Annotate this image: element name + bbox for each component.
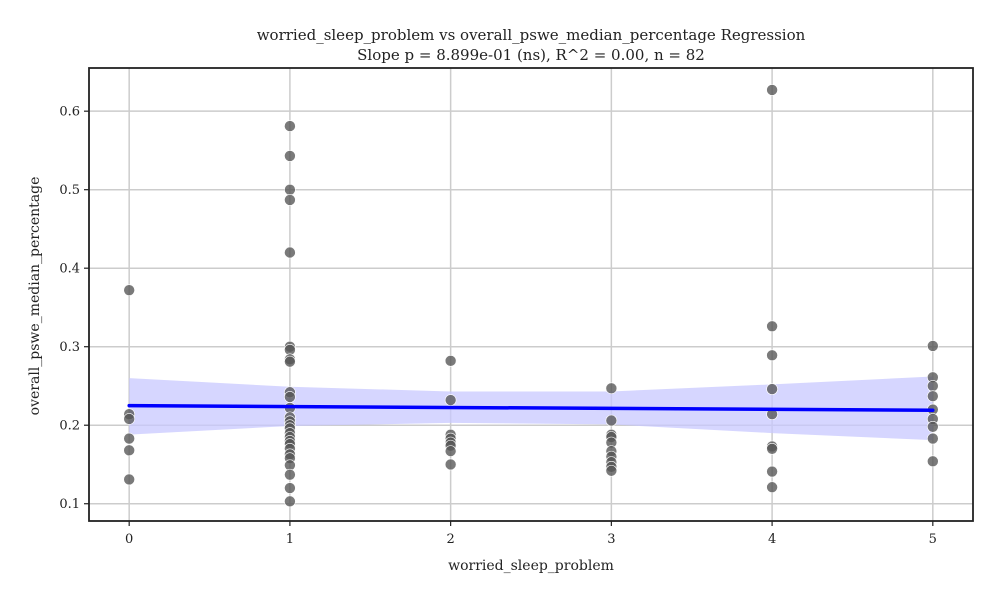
scatter-point bbox=[927, 380, 939, 392]
scatter-point bbox=[284, 391, 296, 403]
scatter-point bbox=[927, 390, 939, 402]
x-axis-label: worried_sleep_problem bbox=[448, 558, 614, 574]
scatter-point bbox=[284, 482, 296, 494]
x-tick-label: 5 bbox=[929, 532, 937, 547]
y-axis-ticks: 0.1 0.2 0.3 0.4 0.5 0.6 bbox=[59, 105, 89, 512]
scatter-point bbox=[927, 432, 939, 445]
x-tick-label: 4 bbox=[768, 532, 776, 547]
scatter-point bbox=[123, 432, 135, 445]
y-tick-label: 0.4 bbox=[59, 262, 80, 277]
scatter-point bbox=[444, 394, 457, 406]
chart-title: worried_sleep_problem vs overall_pswe_me… bbox=[257, 26, 806, 44]
scatter-point bbox=[605, 382, 618, 395]
scatter-point bbox=[284, 246, 296, 259]
scatter-point bbox=[766, 481, 778, 494]
scatter-point bbox=[284, 355, 296, 368]
scatter-point bbox=[605, 464, 618, 477]
scatter-point bbox=[766, 320, 778, 333]
y-tick-label: 0.2 bbox=[59, 419, 80, 434]
scatter-point bbox=[444, 458, 457, 471]
y-tick-label: 0.5 bbox=[59, 183, 80, 198]
y-tick-label: 0.1 bbox=[59, 497, 80, 512]
scatter-point bbox=[927, 340, 939, 352]
y-axis-label: overall_pswe_median_percentage bbox=[27, 177, 43, 416]
x-tick-label: 1 bbox=[286, 532, 294, 547]
scatter-point bbox=[284, 120, 296, 132]
scatter-point bbox=[284, 468, 296, 481]
scatter-point bbox=[444, 355, 457, 367]
chart-subtitle: Slope p = 8.899e-01 (ns), R^2 = 0.00, n … bbox=[357, 46, 705, 64]
scatter-point bbox=[766, 84, 778, 96]
x-tick-label: 2 bbox=[446, 532, 454, 547]
scatter-point bbox=[766, 442, 778, 455]
scatter-point bbox=[766, 349, 778, 362]
scatter-point bbox=[444, 445, 457, 457]
x-tick-label: 3 bbox=[607, 532, 615, 547]
scatter-point bbox=[284, 495, 296, 508]
scatter-point bbox=[123, 473, 135, 486]
y-tick-label: 0.3 bbox=[59, 340, 80, 355]
y-tick-label: 0.6 bbox=[59, 105, 80, 120]
x-axis-ticks: 0 1 2 3 4 5 bbox=[125, 521, 937, 547]
scatter-point bbox=[123, 413, 135, 425]
data-points bbox=[123, 84, 939, 508]
scatter-point bbox=[123, 444, 135, 457]
scatter-point bbox=[284, 150, 296, 162]
scatter-point bbox=[284, 194, 296, 206]
grid-lines bbox=[89, 68, 973, 521]
scatter-point bbox=[927, 420, 939, 433]
scatter-point bbox=[605, 414, 618, 427]
scatter-point bbox=[284, 183, 296, 196]
plot-frame bbox=[88, 67, 974, 522]
scatter-point bbox=[766, 465, 778, 478]
scatter-point bbox=[927, 455, 939, 468]
scatter-point bbox=[766, 383, 778, 395]
scatter-point bbox=[123, 284, 135, 296]
x-tick-label: 0 bbox=[125, 532, 133, 547]
regression-line bbox=[127, 403, 935, 413]
